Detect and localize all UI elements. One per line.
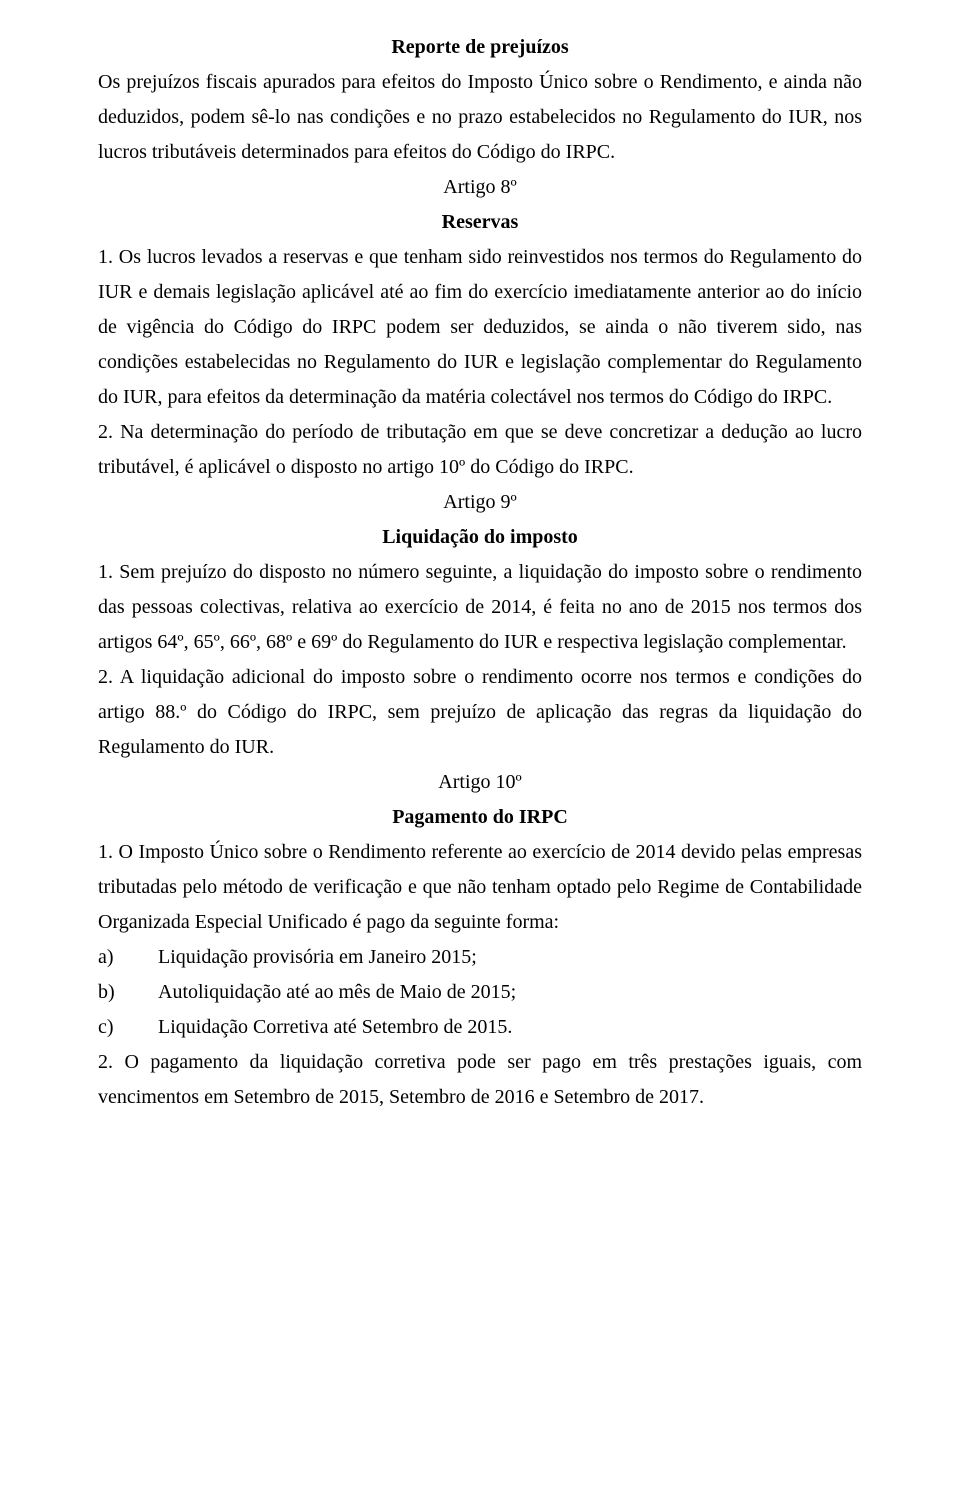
section-title-reporte: Reporte de prejuízos	[98, 30, 862, 65]
paragraph: 2. O pagamento da liquidação corretiva p…	[98, 1045, 862, 1115]
article-8-label: Artigo 8º	[98, 170, 862, 205]
list-item-c: c) Liquidação Corretiva até Setembro de …	[98, 1010, 862, 1045]
article-10-title: Pagamento do IRPC	[98, 800, 862, 835]
list-item-b: b) Autoliquidação até ao mês de Maio de …	[98, 975, 862, 1010]
paragraph: 1. Sem prejuízo do disposto no número se…	[98, 555, 862, 660]
article-9-title: Liquidação do imposto	[98, 520, 862, 555]
paragraph: 1. Os lucros levados a reservas e que te…	[98, 240, 862, 415]
paragraph: 2. A liquidação adicional do imposto sob…	[98, 660, 862, 765]
list-item-a: a) Liquidação provisória em Janeiro 2015…	[98, 940, 862, 975]
paragraph: Os prejuízos fiscais apurados para efeit…	[98, 65, 862, 170]
list-label: b)	[98, 975, 158, 1010]
list-label: a)	[98, 940, 158, 975]
document-page: Reporte de prejuízos Os prejuízos fiscai…	[0, 0, 960, 1165]
article-10-label: Artigo 10º	[98, 765, 862, 800]
paragraph: 2. Na determinação do período de tributa…	[98, 415, 862, 485]
paragraph: 1. O Imposto Único sobre o Rendimento re…	[98, 835, 862, 940]
list-text: Autoliquidação até ao mês de Maio de 201…	[158, 975, 862, 1010]
article-8-title: Reservas	[98, 205, 862, 240]
article-9-label: Artigo 9º	[98, 485, 862, 520]
list-label: c)	[98, 1010, 158, 1045]
list-text: Liquidação Corretiva até Setembro de 201…	[158, 1010, 862, 1045]
list-text: Liquidação provisória em Janeiro 2015;	[158, 940, 862, 975]
